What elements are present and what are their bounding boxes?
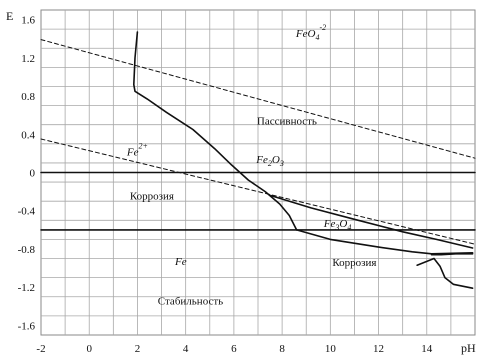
x-tick-label: 4 [183, 343, 189, 355]
series-layer [40, 31, 476, 289]
x-tick-label: 8 [279, 343, 285, 355]
series-o2-line [40, 39, 476, 159]
series-corrosion-boundary [416, 257, 474, 289]
y-tick-label: 0.8 [21, 91, 35, 103]
species-label-fe2plus: Fe2+ [126, 141, 148, 158]
series-corrosion-hook [430, 253, 474, 256]
y-tick-label: 1.6 [21, 15, 35, 27]
y-tick-label: -1.6 [18, 320, 36, 332]
x-tick-label: 6 [231, 343, 237, 355]
x-axis-label: pH [461, 341, 476, 355]
y-tick-label: -1.2 [18, 282, 35, 294]
y-tick-label: 0.4 [21, 129, 35, 141]
x-tick-label: -2 [36, 343, 45, 355]
series-fe3o4-fe [295, 229, 474, 255]
species-label-fe2o3: Fe2O3 [255, 154, 284, 168]
y-tick-label: -0.4 [18, 206, 36, 218]
region-labels: Пассивность Коррозия Коррозия Стабильность F… [126, 23, 377, 308]
y-tick-label: 0 [30, 168, 36, 180]
x-tick-label: 2 [135, 343, 141, 355]
region-label-corrosion-left: Коррозия [130, 190, 174, 202]
series-h2-line [40, 138, 476, 245]
tick-labels: -2 0 2 4 6 8 10 12 14 1.6 1.2 0.8 0.4 0 -0.4 -0.8 -1.2 -1… [18, 15, 433, 355]
x-tick-label: 12 [373, 343, 384, 355]
region-label-corrosion-right: Коррозия [332, 257, 376, 269]
species-label-fe3o4: Fe3O4 [323, 218, 352, 232]
series-fe2-feo4 [133, 31, 298, 231]
y-axis-label: E [6, 9, 13, 23]
y-tick-label: 1.2 [21, 53, 35, 65]
x-tick-label: 0 [86, 343, 92, 355]
x-tick-label: 10 [325, 343, 337, 355]
region-label-passivity: Пассивность [257, 116, 317, 128]
series-fe2o3-fe3o4 [269, 194, 474, 249]
species-label-fe: Fe [174, 256, 187, 268]
species-label-feo4: FeO4-2 [295, 23, 326, 42]
y-tick-label: -0.8 [18, 244, 36, 256]
x-tick-label: 14 [421, 343, 433, 355]
region-label-stability: Стабильность [158, 295, 223, 307]
